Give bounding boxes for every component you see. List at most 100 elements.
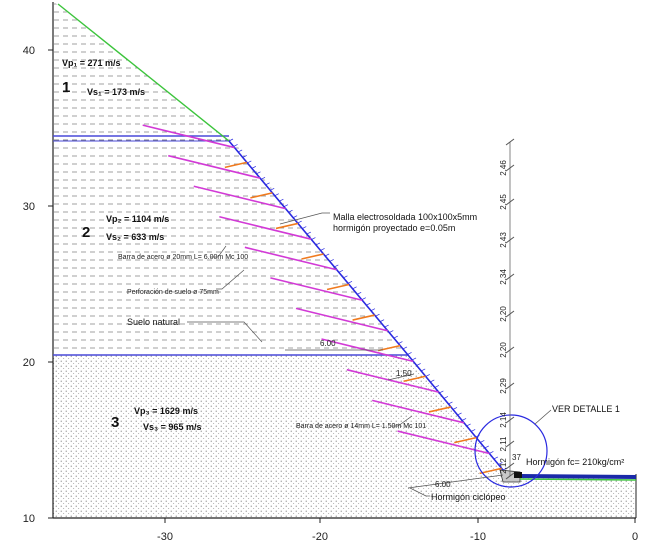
vertical-dimension-tick	[505, 236, 515, 244]
shotcrete-hatch-mark	[265, 182, 270, 186]
shotcrete-hatch-mark	[439, 390, 444, 394]
shotcrete-hatch-mark	[361, 297, 366, 301]
drain-pipe	[403, 375, 426, 383]
vdim-label: 2.20	[499, 306, 508, 322]
shotcrete-hatch-mark	[247, 160, 252, 164]
soil-nail	[244, 246, 337, 271]
drilling-label: Perforación de suelo ø 75mm	[127, 289, 219, 296]
natural-soil-label: Suelo natural	[127, 317, 180, 327]
shotcrete-hatch-mark	[452, 407, 458, 410]
shotcrete-hatch-mark	[407, 352, 412, 355]
concrete-fc-label: Hormigón fc= 210kg/cm²	[526, 457, 624, 467]
drain-pipe	[224, 161, 248, 169]
shotcrete-hatch-mark	[233, 144, 238, 147]
mesh-leader	[279, 212, 330, 225]
vertical-dimension-tick	[505, 462, 515, 470]
vertical-dimension-tick	[505, 382, 515, 390]
shotcrete-hatch-mark	[484, 445, 489, 449]
soil-nail	[270, 277, 363, 302]
shotcrete-hatch-mark	[416, 363, 421, 366]
toe-ground-green	[519, 478, 637, 481]
layer-1-vs: Vs₁ = 173 m/s	[87, 87, 145, 97]
shotcrete-hatch-mark	[288, 209, 293, 213]
toe-wall-blue	[519, 474, 637, 479]
soil-nail	[372, 399, 465, 424]
layer-3-vp: Vp₃ = 1629 m/s	[134, 406, 198, 416]
shotcrete-hatch-mark	[338, 270, 344, 273]
shotcrete-hatch-mark	[489, 451, 494, 454]
natural-ground-line	[57, 3, 230, 142]
dim-150-label: 1.50	[396, 369, 412, 378]
dim-37-label: 37	[512, 453, 521, 462]
vertical-dimension-ticks	[505, 138, 515, 480]
layer-3-fill	[53, 355, 636, 518]
mesh-label: Malla electrosoldada 100x100x5mm	[333, 212, 477, 222]
shotcrete-hatch-mark	[398, 341, 403, 344]
shotcrete-hatch-mark	[366, 302, 371, 306]
drain-pipe	[479, 467, 502, 475]
vertical-dimension-tick	[505, 416, 515, 424]
shotcrete-hatch-mark	[238, 149, 243, 153]
cyclopean-leader	[409, 487, 430, 497]
dim-6m-lower	[407, 474, 504, 489]
soil-nail	[142, 124, 235, 149]
shotcrete-hatch-mark	[379, 319, 385, 322]
shotcrete-hatch-mark	[493, 456, 499, 460]
soil-nail	[219, 215, 312, 240]
y-tick-label: 30	[23, 201, 35, 213]
vertical-dimension-tick	[505, 273, 515, 281]
vertical-dimension-tick	[505, 440, 515, 448]
shotcrete-hatch-mark	[334, 264, 339, 268]
soil-nail	[168, 154, 261, 179]
drain-pipe	[352, 314, 375, 321]
shotcrete-hatch-mark	[384, 324, 389, 328]
shotcrete-hatch-mark	[402, 346, 408, 350]
vertical-dimension-tick	[505, 138, 515, 146]
vdim-label: 2.29	[499, 378, 508, 394]
x-tick-marks	[164, 518, 636, 523]
drain-pipe	[275, 222, 299, 230]
soil-nail	[346, 368, 439, 393]
shotcrete-hatch-mark	[292, 215, 298, 218]
shotcrete-hatch-mark	[279, 198, 284, 202]
vdim-label: 2.11	[499, 436, 508, 452]
layer-3-vs: Vs₃ = 965 m/s	[143, 422, 201, 432]
shotcrete-hatch-mark	[461, 418, 467, 421]
drain-pipe	[301, 253, 324, 260]
bar-20mm-leader	[210, 245, 227, 258]
shotcrete-hatch-mark	[411, 357, 417, 361]
shotcrete-hatch-mark	[343, 275, 348, 279]
vertical-dimension-tick	[505, 472, 515, 480]
y-tick-marks	[48, 49, 53, 519]
shotcrete-hatch-mark	[347, 281, 353, 284]
shotcrete-hatch-mark	[357, 291, 362, 295]
soil-nail	[295, 307, 388, 332]
layer-1-vp: Vp₁ = 271 m/s	[62, 58, 121, 68]
detail-1-circle	[474, 414, 548, 488]
shotcrete-hatch-mark	[421, 368, 426, 372]
shotcrete-hatch-mark	[306, 231, 311, 235]
drain-pipe	[454, 436, 477, 444]
layer-2-fill	[53, 136, 408, 355]
drain-pipe	[250, 192, 273, 199]
drains	[224, 161, 502, 475]
layer-2-vp: Vp₂ = 1104 m/s	[106, 214, 169, 224]
x-tick-label: -10	[470, 531, 486, 543]
natural-soil-leader	[187, 321, 263, 343]
vdim-label: 2.14	[499, 412, 508, 428]
shotcrete-hatch-mark	[251, 166, 257, 169]
dim-6m-upper-label: 6.00	[320, 339, 336, 348]
shotcrete-hatch-mark	[228, 138, 234, 142]
shotcrete-hatch-mark	[311, 237, 316, 240]
shotcrete-hatch-mark	[389, 330, 394, 333]
shotcrete-hatch-mark	[352, 286, 357, 290]
shotcrete-hatch-mark	[283, 204, 289, 207]
soil-nails	[142, 124, 490, 455]
bar-20mm-label: Barra de acero ø 20mm L= 6.00m Mc 100	[118, 254, 248, 261]
layer-1-number: 1	[62, 79, 70, 96]
shotcrete-hatch-mark	[256, 171, 261, 175]
shotcrete-hatch-mark	[315, 242, 321, 246]
detail-1-leader	[534, 409, 552, 425]
vdim-label: 2.20	[499, 342, 508, 358]
